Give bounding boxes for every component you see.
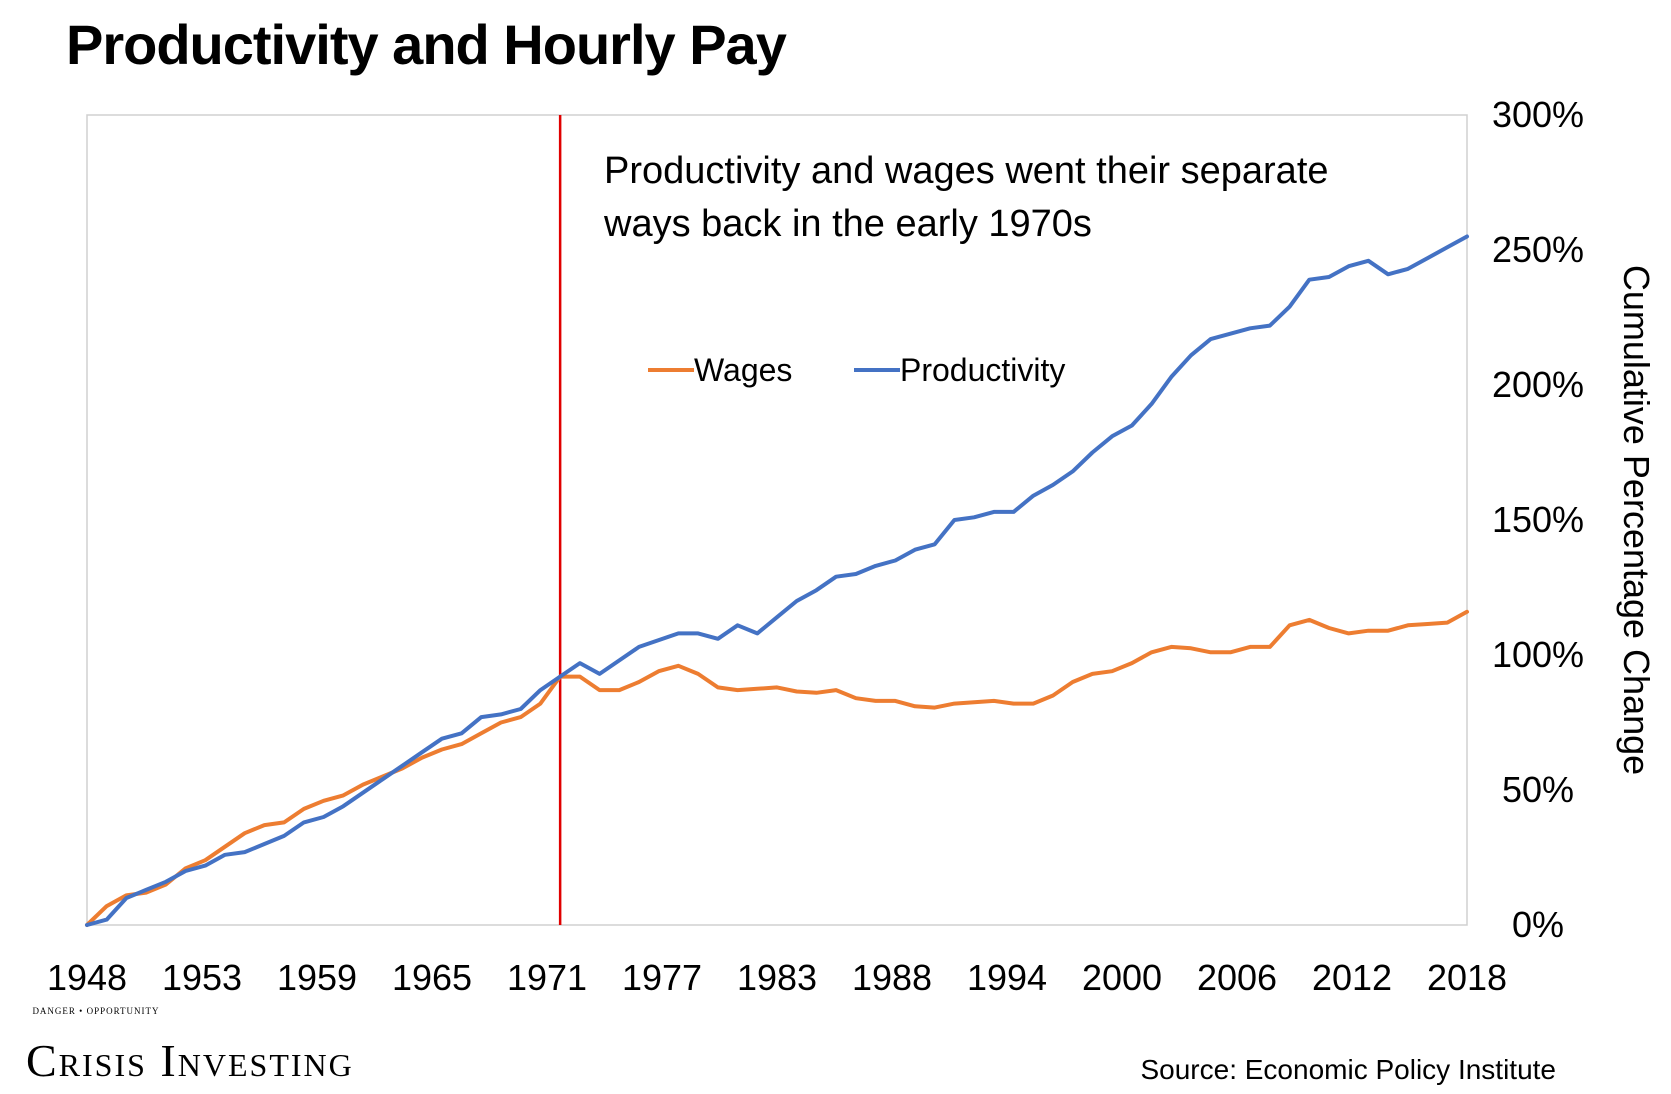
series-line-productivity [85, 234, 1469, 927]
y-tick-label: 0% [1512, 904, 1564, 945]
series-lines [85, 234, 1469, 927]
annotation-line-2: ways back in the early 1970s [603, 203, 1092, 245]
x-tick-label: 1948 [47, 957, 127, 998]
y-tick-label: 200% [1492, 364, 1584, 405]
y-axis-label: Cumulative Percentage Change [1616, 265, 1657, 775]
y-tick-label: 300% [1492, 94, 1584, 135]
x-tick-label: 2006 [1197, 957, 1277, 998]
y-tick-label: 100% [1492, 634, 1584, 675]
crisis-investing-logo: DANGER • OPPORTUNITY Crisis Investing [26, 1006, 406, 1086]
x-tick-label: 1959 [277, 957, 357, 998]
x-tick-label: 2012 [1312, 957, 1392, 998]
x-tick-label: 1983 [737, 957, 817, 998]
x-tick-label: 2000 [1082, 957, 1162, 998]
x-tick-label: 2018 [1427, 957, 1507, 998]
legend-label-wages: Wages [694, 352, 792, 388]
series-line-wages [85, 609, 1469, 927]
logo-tagline: DANGER • OPPORTUNITY [32, 1006, 160, 1016]
y-tick-label: 150% [1492, 499, 1584, 540]
x-axis-ticks: 1948 1953 1959 1965 1971 1977 1983 1988 1994 2000… [47, 957, 1507, 998]
x-tick-label: 1994 [967, 957, 1047, 998]
x-tick-label: 1953 [162, 957, 242, 998]
legend: Wages Productivity [648, 352, 1065, 388]
plot-area-frame [86, 114, 1468, 926]
logo-name: Crisis Investing [26, 1035, 354, 1086]
y-tick-label: 250% [1492, 229, 1584, 270]
chart-title: Productivity and Hourly Pay [66, 13, 787, 76]
legend-label-productivity: Productivity [900, 352, 1065, 388]
x-tick-label: 1965 [392, 957, 472, 998]
y-tick-label: 50% [1502, 769, 1574, 810]
annotation-line-1: Productivity and wages went their separa… [604, 150, 1329, 192]
x-tick-label: 1971 [507, 957, 587, 998]
x-tick-label: 1977 [622, 957, 702, 998]
source-note: Source: Economic Policy Institute [1140, 1054, 1556, 1085]
y-axis-ticks: 0% 50% 100% 150% 200% 250% 300% [1492, 94, 1584, 945]
x-tick-label: 1988 [852, 957, 932, 998]
